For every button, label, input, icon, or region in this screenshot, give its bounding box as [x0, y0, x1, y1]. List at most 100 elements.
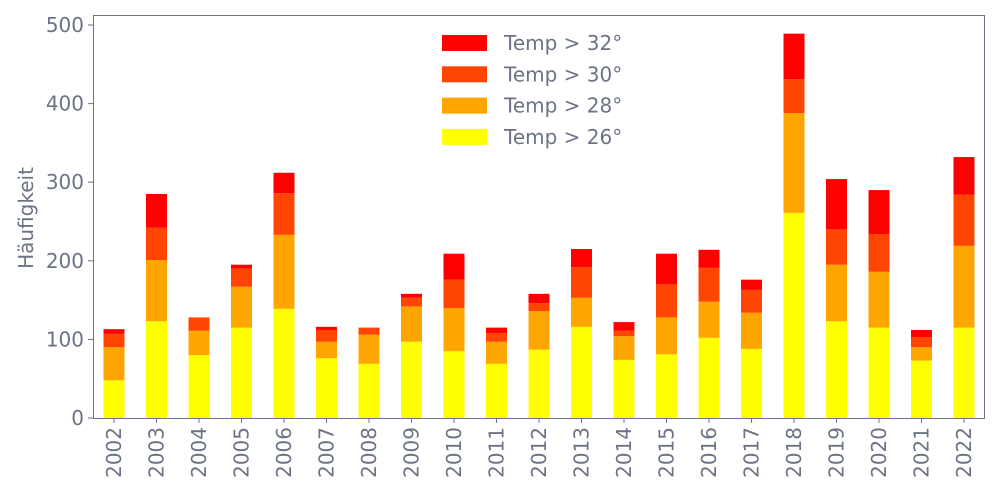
bar-2008-series-2 [358, 327, 380, 335]
x-tick-label: 2010 [442, 427, 466, 478]
bar-2003-series-1 [146, 260, 167, 322]
bar-2020-series-3 [868, 190, 890, 235]
bar-2014-series-1 [613, 336, 635, 360]
bar-2017-series-3 [741, 279, 762, 290]
bar-2016-series-1 [698, 301, 720, 338]
bar-2016-series-3 [698, 249, 720, 268]
bar-2003-series-3 [146, 193, 167, 228]
bar-2002-series-3 [103, 329, 125, 334]
bar-2021-series-1 [911, 347, 932, 361]
bar-2011-series-2 [486, 333, 507, 342]
bar-2016-series-2 [698, 267, 720, 302]
bar-2005-series-3 [231, 264, 252, 269]
x-tick-label: 2012 [527, 427, 551, 478]
bar-2012-series-2 [528, 303, 550, 312]
bar-2022-series-1 [953, 245, 975, 328]
bar-2021-series-2 [911, 337, 932, 348]
bar-2007-series-1 [316, 341, 337, 359]
legend-swatch [442, 128, 487, 145]
bar-2018-series-2 [783, 79, 805, 114]
legend: Temp > 32° Temp > 30° Temp > 28° Temp > 26° [442, 31, 622, 149]
x-tick-label: 2005 [230, 427, 254, 478]
bar-2013-series-1 [571, 297, 592, 327]
y-axis-label: Häufigkeit [14, 167, 38, 269]
bar-2009-series-1 [401, 306, 422, 342]
x-tick-label: 2018 [782, 427, 806, 478]
x-tick-label: 2017 [740, 427, 764, 478]
bar-2022-series-2 [953, 194, 975, 246]
bar-2006-series-1 [273, 234, 295, 309]
bar-2020-series-2 [868, 234, 890, 272]
y-tick-label: 100 [46, 327, 84, 351]
bar-2011-series-1 [486, 341, 507, 364]
legend-label: Temp > 28° [503, 94, 622, 118]
bar-2003-series-0 [146, 321, 167, 418]
bar-2010-series-1 [443, 307, 465, 352]
bar-2014-series-3 [613, 322, 635, 331]
bar-2011-series-0 [486, 363, 507, 418]
bar-2011-series-3 [486, 327, 507, 334]
x-tick-label: 2014 [612, 427, 636, 478]
bar-2005-series-0 [231, 327, 252, 418]
bar-2022-series-3 [953, 157, 975, 195]
legend-label: Temp > 30° [503, 62, 622, 86]
bar-2005-series-2 [231, 268, 252, 287]
bar-2009-series-2 [401, 297, 422, 307]
bar-2018-series-1 [783, 113, 805, 213]
bar-2012-series-0 [528, 349, 550, 418]
bar-2012-series-1 [528, 311, 550, 350]
bar-2010-series-0 [443, 351, 465, 418]
x-tick-label: 2019 [825, 427, 849, 478]
x-tick-label: 2006 [272, 427, 296, 478]
bar-2013-series-2 [571, 267, 592, 298]
bar-2006-series-3 [273, 172, 295, 194]
bar-2014-series-0 [613, 359, 635, 418]
bar-2018-series-3 [783, 33, 805, 80]
y-tick-label: 400 [46, 92, 84, 116]
bar-2005-series-1 [231, 286, 252, 328]
bar-2018-series-0 [783, 212, 805, 418]
bar-2021-series-0 [911, 360, 932, 418]
bar-2007-series-0 [316, 358, 337, 418]
bars-group [103, 33, 975, 418]
bar-2002-series-2 [103, 333, 125, 348]
x-tick-label: 2016 [697, 427, 721, 478]
bar-2008-series-0 [358, 363, 380, 418]
bar-2004-series-2 [188, 317, 210, 331]
bar-2021-series-3 [911, 329, 932, 338]
bar-2019-series-1 [826, 264, 847, 322]
x-tick-label: 2004 [187, 427, 211, 478]
bar-2006-series-0 [273, 308, 295, 418]
x-tick-label: 2015 [655, 427, 679, 478]
bar-2010-series-2 [443, 279, 465, 308]
y-tick-label: 0 [71, 406, 84, 430]
x-tick-label: 2013 [570, 427, 594, 478]
y-tick-label: 200 [46, 249, 84, 273]
y-tick-label: 500 [46, 13, 84, 37]
bar-2020-series-1 [868, 271, 890, 328]
bar-2015-series-0 [656, 354, 677, 418]
bar-2007-series-3 [316, 326, 337, 330]
bar-2017-series-1 [741, 312, 762, 349]
legend-label: Temp > 26° [503, 125, 622, 149]
bar-2019-series-0 [826, 321, 847, 418]
bar-2020-series-0 [868, 327, 890, 418]
bar-2019-series-2 [826, 229, 847, 265]
x-tick-label: 2007 [315, 427, 339, 478]
y-tick-label: 300 [46, 170, 84, 194]
x-tick-label: 2022 [952, 427, 976, 478]
bar-2006-series-2 [273, 193, 295, 235]
x-tick-label: 2008 [357, 427, 381, 478]
x-tick-label: 2021 [910, 427, 934, 478]
bar-2007-series-2 [316, 329, 337, 342]
legend-swatch [442, 97, 487, 114]
bar-2013-series-3 [571, 249, 592, 268]
bar-2022-series-0 [953, 327, 975, 418]
bar-2015-series-2 [656, 284, 677, 318]
bar-2002-series-1 [103, 347, 125, 381]
bar-2012-series-3 [528, 293, 550, 304]
bar-2014-series-2 [613, 330, 635, 337]
bar-2009-series-3 [401, 293, 422, 298]
bar-2015-series-1 [656, 317, 677, 355]
x-tick-label: 2009 [400, 427, 424, 478]
